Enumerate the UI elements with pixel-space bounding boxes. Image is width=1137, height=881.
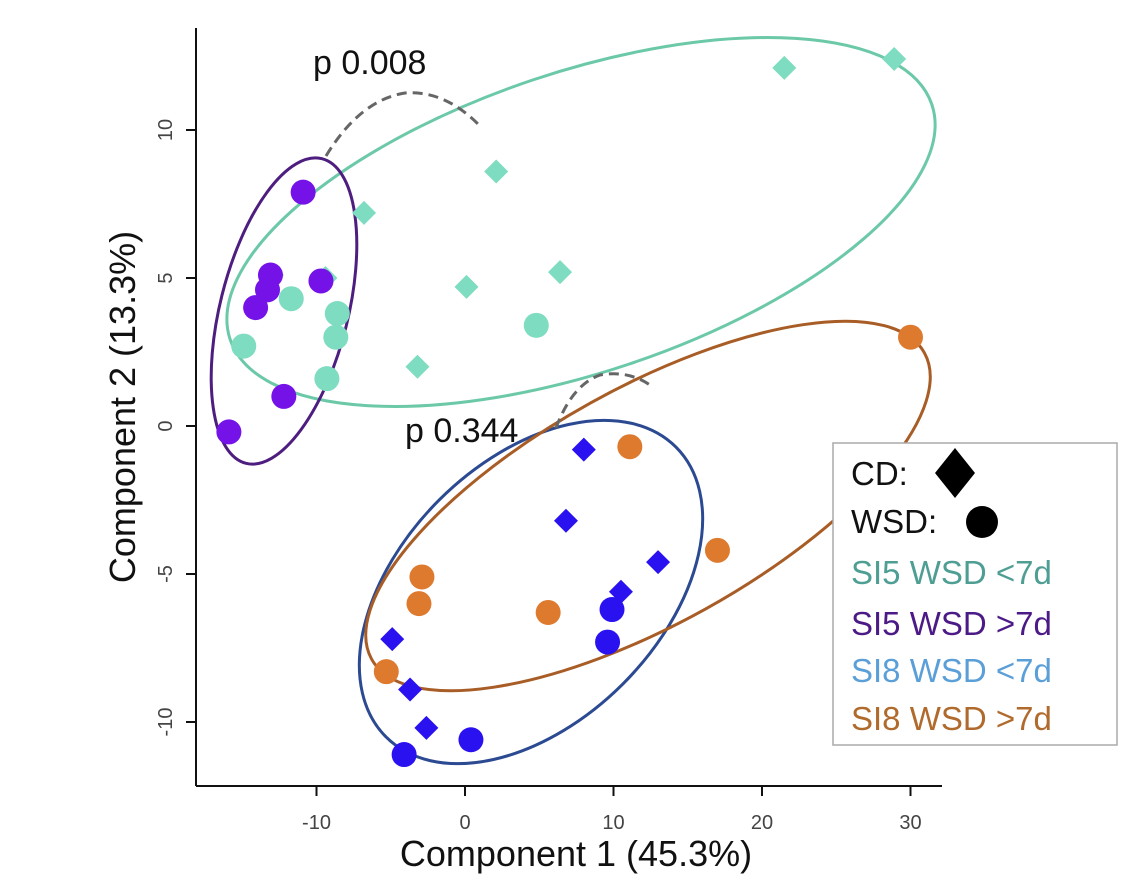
- x-axis-title: Component 1 (45.3%): [400, 833, 752, 874]
- y-tick-label: -10: [155, 708, 177, 737]
- point-circle-si8-wsd-gt7d: [406, 591, 432, 617]
- x-tick-label: 0: [459, 812, 470, 834]
- legend-box: [832, 442, 1118, 746]
- x-tick-label: 10: [602, 812, 624, 834]
- ellipse-si8-wsd-gt7d: [364, 319, 932, 693]
- point-circle-si8-wsd-gt7d: [898, 324, 923, 350]
- legend-circle-icon: [966, 506, 998, 538]
- legend-entry-si5-wsd-gt7d: SI5 WSD >7d: [851, 605, 1052, 642]
- point-circle-si8-wsd-gt7d: [617, 434, 643, 460]
- p-value-connectors: [324, 91, 651, 429]
- point-circle-si5-wsd-lt7d: [231, 333, 257, 359]
- data-points: [216, 46, 923, 768]
- legend-entry-si8-wsd-gt7d: SI8 WSD >7d: [851, 700, 1052, 737]
- legend-diamond-icon: [935, 448, 975, 498]
- point-diamond-si5-wsd-lt7d: [548, 260, 573, 285]
- point-circle-si8-wsd-gt7d: [373, 659, 399, 685]
- point-diamond-si5-wsd-lt7d: [484, 159, 509, 184]
- legend-label-wsd: WSD:: [851, 503, 937, 540]
- axis-ticks: -10 0 10 20 30 -10 -5 0 5 10: [155, 119, 922, 834]
- axis-labels: Component 1 (45.3%) Component 2 (13.3%): [102, 231, 752, 874]
- annotation-p-0008: p 0.008: [313, 44, 426, 82]
- point-diamond-si8-wsd-lt7d: [553, 508, 578, 533]
- y-tick-label: 5: [155, 272, 177, 283]
- point-diamond-si5-wsd-lt7d: [352, 200, 377, 225]
- legend-entry-si8-wsd-lt7d: SI8 WSD <7d: [851, 652, 1052, 689]
- x-tick-label: 20: [751, 812, 773, 834]
- point-diamond-si8-wsd-lt7d: [398, 677, 423, 702]
- point-circle-si5-wsd-lt7d: [523, 312, 549, 338]
- annotation-p-0344: p 0.344: [405, 412, 518, 450]
- x-tick-label: -10: [302, 812, 331, 834]
- axes: [195, 28, 942, 787]
- x-tick-label: 30: [899, 812, 921, 834]
- connector-p-0008: [324, 91, 482, 157]
- point-circle-si5-wsd-lt7d: [323, 324, 349, 350]
- y-axis-title: Component 2 (13.3%): [102, 231, 143, 583]
- point-circle-si5-wsd-gt7d: [216, 419, 242, 445]
- point-circle-si8-wsd-lt7d: [391, 742, 417, 768]
- point-diamond-si8-wsd-lt7d: [646, 550, 671, 575]
- point-diamond-si8-wsd-lt7d: [414, 715, 439, 740]
- point-circle-si8-wsd-lt7d: [599, 597, 625, 623]
- point-circle-si5-wsd-gt7d: [271, 383, 297, 409]
- point-diamond-si8-wsd-lt7d: [571, 437, 596, 462]
- point-diamond-si5-wsd-lt7d: [454, 274, 479, 299]
- point-circle-si5-wsd-gt7d: [243, 295, 269, 321]
- legend: CD: WSD: SI5 WSD <7d SI5 WSD >7d SI8 WSD…: [832, 442, 1118, 746]
- point-circle-si5-wsd-lt7d: [278, 286, 304, 312]
- y-tick-label: 10: [155, 119, 177, 141]
- point-circle-si5-wsd-lt7d: [314, 366, 340, 392]
- y-tick-label: -5: [155, 565, 177, 583]
- point-diamond-si5-wsd-lt7d: [772, 55, 797, 80]
- point-diamond-si5-wsd-lt7d: [882, 46, 907, 71]
- ellipse-si5-wsd-gt7d: [209, 156, 359, 466]
- y-tick-label: 0: [155, 420, 177, 431]
- point-circle-si8-wsd-lt7d: [458, 727, 484, 753]
- ellipse-si8-wsd-lt7d: [357, 418, 705, 766]
- point-circle-si5-wsd-gt7d: [308, 268, 334, 294]
- connector-p-0344: [554, 372, 651, 429]
- point-circle-si8-wsd-gt7d: [535, 599, 561, 625]
- annotations: p 0.008 p 0.344: [313, 44, 518, 450]
- point-circle-si8-wsd-lt7d: [595, 629, 621, 655]
- point-circle-si5-wsd-gt7d: [290, 179, 316, 205]
- point-circle-si5-wsd-lt7d: [324, 301, 350, 327]
- point-diamond-si5-wsd-lt7d: [405, 354, 430, 379]
- point-circle-si5-wsd-gt7d: [254, 277, 280, 303]
- legend-entry-si5-wsd-lt7d: SI5 WSD <7d: [851, 554, 1052, 591]
- ellipse-si5-wsd-lt7d: [225, 36, 937, 408]
- point-diamond-si8-wsd-lt7d: [380, 627, 405, 652]
- legend-label-cd: CD:: [851, 455, 908, 492]
- group-ellipses: [209, 36, 937, 766]
- point-circle-si8-wsd-gt7d: [704, 537, 730, 563]
- point-circle-si8-wsd-gt7d: [409, 564, 435, 590]
